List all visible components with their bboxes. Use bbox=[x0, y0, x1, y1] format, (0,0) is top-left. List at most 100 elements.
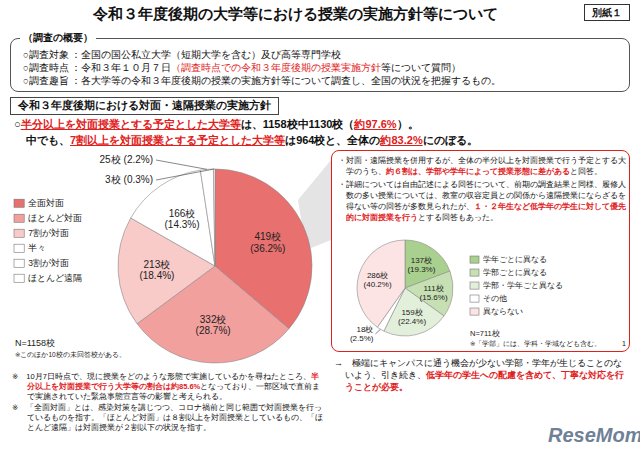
section-tab: 令和３年度後期における対面・遠隔授業の実施方針 bbox=[10, 97, 279, 115]
overview-heading: （調査の概要） bbox=[20, 31, 96, 44]
data-labels: 137校(19.3%) 111校(15.6%) 159校(22.4%) 18校(2.5… bbox=[350, 256, 448, 343]
overview-line: ○調査対象 ：全国の国公私立大学（短期大学を含む）及び高等専門学校 bbox=[23, 48, 617, 61]
legend-swatch bbox=[470, 269, 479, 276]
data-labels: 419校(36.2%) 332校(28.7%) 213校(18.4%) 166校(14… bbox=[99, 154, 285, 336]
value-label: 286校 bbox=[367, 271, 388, 280]
leader-line bbox=[375, 329, 380, 334]
legend-label: ほとんど対面 bbox=[28, 213, 82, 223]
notes: ※ 10月7日時点で、現に授業をどのような形態で実施しているかを尋ねたところ、半… bbox=[12, 372, 324, 434]
percentage-label: (36.2%) bbox=[250, 243, 285, 254]
percentage-label: (0.3%) bbox=[124, 174, 153, 185]
value-label: 111校 bbox=[423, 284, 443, 293]
text-run: ※ 10月7日時点で、現に授業をどのような形態で実施しているかを尋ねたところ、 bbox=[12, 372, 311, 381]
pie-slice bbox=[357, 240, 405, 327]
text-run: ○ bbox=[14, 118, 21, 130]
legend-label: 学部ごとに異なる bbox=[483, 268, 547, 277]
note: ※ 10月7日時点で、現に授業をどのような形態で実施しているかを尋ねたところ、半… bbox=[12, 372, 324, 402]
legend-label: 7割が対面 bbox=[28, 228, 69, 238]
data-label: 25校 (2.2%) bbox=[99, 154, 153, 165]
text-run: 等について質問） bbox=[381, 62, 461, 73]
highlight-line: ○半分以上を対面授業とする予定とした大学等は、1158校中1130校（約97.6… bbox=[14, 116, 614, 132]
legend-swatch bbox=[14, 214, 24, 222]
conclusion: → 極端にキャンパスに通う機会が少ない学部・学年が生じることのないよう、引き続き… bbox=[334, 357, 630, 393]
percentage-label: (40.2%) bbox=[364, 280, 392, 289]
text-run: とする回答もあった。 bbox=[418, 213, 498, 222]
pie-chart: 419校(36.2%) 332校(28.7%) 213校(18.4%) 166校(14… bbox=[99, 154, 312, 363]
slices bbox=[118, 169, 312, 363]
data-label: 286校(40.2%) bbox=[364, 271, 392, 289]
data-label: 332校(28.7%) bbox=[196, 314, 231, 337]
legend-swatch bbox=[14, 229, 24, 237]
callout-bullet: ・詳細については自由記述による回答について、前期の調査結果と同様、履修人数の多い… bbox=[338, 179, 626, 223]
data-label: 159校(22.4%) bbox=[398, 308, 426, 326]
data-label: 3校(0.3%) bbox=[105, 174, 153, 185]
note: ※ 「全面対面」とは、感染対策を講じつつ、コロナ禍前と同じ範囲で対面授業を行って… bbox=[12, 403, 324, 433]
overview-line: ○調査時点 ：令和３年１０月７日（調査時点での令和３年度後期の授業実施方針等につ… bbox=[23, 61, 617, 74]
legend-label: 半々 bbox=[28, 243, 46, 253]
text-run: ※ 「全面対面」とは、感染対策を講じつつ、コロナ禍前と同じ範囲で対面授業を行って… bbox=[12, 403, 323, 432]
percentage-label: (2.2%) bbox=[124, 154, 153, 165]
text-run: 半分以上を対面授業とする予定とした大学等 bbox=[21, 118, 241, 130]
percentage-label: (2.5%) bbox=[350, 334, 374, 343]
legend-swatch bbox=[470, 282, 479, 289]
title: 令和３年度後期の大学等における授業の実施方針等について bbox=[0, 5, 590, 27]
data-label: 166校(14.3%) bbox=[165, 208, 200, 231]
annotation: ※このほか10校の未回答校がある。 bbox=[15, 351, 126, 359]
value-label: 25校 bbox=[99, 154, 120, 165]
legend-swatch bbox=[14, 274, 24, 282]
legend-label: 学年ごとに異なる bbox=[483, 255, 547, 264]
text-run: は、1158校中1130校（ bbox=[241, 118, 355, 130]
legend-label: 全面対面 bbox=[28, 198, 64, 208]
callout-bullets: ・対面・遠隔授業を併用するが、全体の半分以上を対面授業で行う予定とする大学のうち… bbox=[338, 155, 626, 225]
value-label: 332校 bbox=[200, 314, 227, 325]
leader-line bbox=[156, 160, 207, 169]
value-label: 3校 bbox=[105, 174, 121, 185]
percentage-label: (28.7%) bbox=[196, 325, 231, 336]
text-run: と回答。 bbox=[570, 167, 602, 176]
legend-swatch bbox=[14, 199, 24, 207]
legend-swatch bbox=[470, 295, 479, 302]
value-label: 419校 bbox=[254, 231, 281, 242]
value-label: 137校 bbox=[411, 256, 432, 265]
legend-swatch bbox=[470, 308, 479, 315]
percentage-label: (15.6%) bbox=[420, 293, 448, 302]
text-run: 約83.2% bbox=[380, 134, 422, 146]
annotation: N=1158校 bbox=[15, 338, 55, 348]
legend: 学年ごとに異なる学部ごとに異なる学部・学年ごと異なるその他異ならない bbox=[470, 255, 563, 316]
page-number: 1 bbox=[622, 340, 626, 347]
highlights: ○半分以上を対面授業とする予定とした大学等は、1158校中1130校（約97.6… bbox=[14, 116, 614, 148]
value-label: 159校 bbox=[401, 308, 422, 317]
legend-label: 3割が対面 bbox=[28, 258, 69, 268]
percentage-label: (18.4%) bbox=[139, 270, 174, 281]
text-run: は964校と、全体の bbox=[285, 134, 380, 146]
percentage-label: (14.3%) bbox=[165, 219, 200, 230]
text-run: 7割以上を対面授業とする予定とした大学等 bbox=[70, 134, 285, 146]
text-run: （調査時点での令和３年度後期の授業実施方針 bbox=[171, 62, 381, 73]
percentage-label: (19.3%) bbox=[407, 265, 435, 274]
legend-swatch bbox=[14, 259, 24, 267]
legend-swatch bbox=[14, 244, 24, 252]
overview-line: ○調査趣旨 ：各大学等の令和３年度後期の授業の実施方針等について調査し、全国の状… bbox=[23, 74, 617, 87]
annotation: N=711校 bbox=[470, 329, 500, 338]
highlight-line: 中でも、7割以上を対面授業とする予定とした大学等は964校と、全体の約83.2%… bbox=[14, 132, 614, 148]
annotation: ※「学部」には、学科・学域なども含む。 bbox=[470, 340, 601, 348]
data-label: 419校(36.2%) bbox=[250, 231, 285, 254]
leader-line bbox=[156, 169, 214, 180]
value-label: 213校 bbox=[144, 259, 171, 270]
watermark: ReseMom bbox=[548, 424, 640, 447]
overview-box: ○調査対象 ：全国の国公私立大学（短期大学を含む）及び高等専門学校○調査時点 ：… bbox=[10, 38, 630, 92]
text-run: ○調査趣旨 ：各大学等の令和３年度後期の授業の実施方針等について調査し、全国の状… bbox=[23, 75, 501, 86]
tag-box: 別紙１ bbox=[584, 4, 630, 21]
legend: 全面対面ほとんど対面7割が対面半々3割が対面ほとんど遠隔 bbox=[14, 198, 82, 283]
data-label: 111校(15.6%) bbox=[420, 284, 448, 302]
data-label: 137校(19.3%) bbox=[407, 256, 435, 274]
pie-slice bbox=[213, 169, 215, 266]
legend-swatch bbox=[470, 256, 479, 263]
text-run: 約６割は、学部や学年によって授業形態に差がある bbox=[386, 167, 570, 176]
value-label: 18校 bbox=[357, 325, 374, 334]
pie-slice bbox=[200, 169, 215, 266]
pie-chart: 137校(19.3%) 111校(15.6%) 159校(22.4%) 18校(2.5… bbox=[350, 240, 453, 343]
text-run: ）。 bbox=[397, 118, 419, 130]
text-run: にのぼる。 bbox=[423, 134, 478, 146]
data-label: 18校(2.5%) bbox=[350, 325, 374, 343]
